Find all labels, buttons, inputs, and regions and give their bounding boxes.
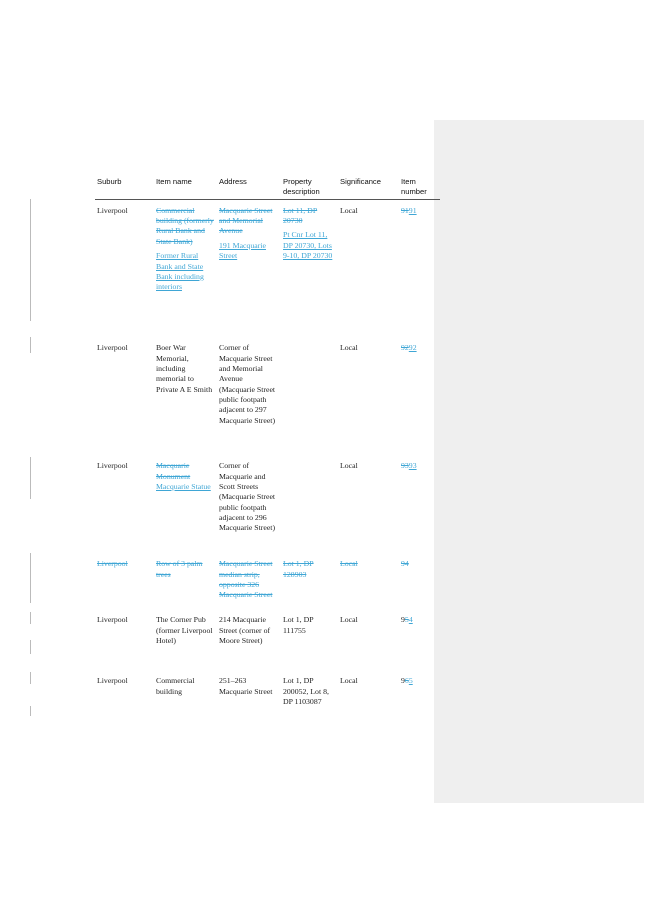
header-significance: Significance [338,176,399,200]
deleted-text: Local [340,559,358,569]
table-row: Liverpool Commercial building 251–263 Ma… [95,670,440,720]
inserted-text: Former Rural Bank and State Bank includi… [156,251,204,292]
header-item-name: Item name [154,176,217,200]
table-row: Liverpool Commercial building (formerly … [95,199,440,337]
change-bar [30,612,31,624]
deleted-text: Row of 3 palm trees [156,559,203,579]
change-bar [30,640,31,654]
inserted-number: 91 [408,205,417,215]
change-bar [30,199,31,321]
cell-item-number: 965 [399,670,440,720]
cell-significance: Local [340,205,358,215]
heritage-items-table: Suburb Item name Address Property descri… [95,176,440,720]
cell-address: Corner of Macquarie Street and Memorial … [219,343,276,425]
cell-significance: Local [340,676,358,686]
cell-property-description: Lot 11, DP 20730 Pt Cnr Lot 11, DP 20730… [281,199,338,337]
inserted-number: 4 [408,615,413,625]
table-row: Liverpool Row of 3 palm trees Macquarie … [95,553,440,609]
deleted-text: Lot 11, DP 20730 [283,205,318,226]
cell-item-number: 9393 [399,455,440,553]
change-bar [30,672,31,684]
cell-item-name: The Corner Pub (former Liverpool Hotel) [156,615,213,645]
header-address: Address [217,176,281,200]
comment-pane [434,120,644,803]
deleted-text: Macquarie Street and Memorial Avenue [219,205,273,236]
deleted-number: 5 [404,615,409,625]
cell-property-description [281,455,338,553]
cell-item-number: 954 [399,609,440,670]
deleted-number: 93 [401,461,409,471]
deleted-number: 91 [401,205,409,215]
cell-item-name: Macquarie Monument Macquarie Statue [154,455,217,553]
cell-property-description: Lot 1, DP 200052, Lot 8, DP 1103087 [283,676,329,706]
number-prefix: 9 [401,676,405,686]
cell-property-description: Lot 1, DP 128903 [281,553,338,609]
cell-address: Macquarie Street and Memorial Avenue 191… [217,199,281,337]
cell-item-number: 9191 [399,199,440,337]
deleted-text: Macquarie Monument [156,461,191,481]
change-bar [30,553,31,603]
cell-property-description: Lot 1, DP 111755 [283,615,314,635]
cell-suburb: Liverpool [97,461,128,471]
change-bar [30,457,31,499]
header-property-description: Property description [281,176,338,200]
inserted-text: Pt Cnr Lot 11, DP 20730, Lots 9-10, DP 2… [283,230,333,261]
header-item-number: Item number [399,176,440,200]
deleted-number: 6 [404,676,409,686]
deleted-number: 94 [401,559,409,569]
table-row: Liverpool Boer War Memorial, including m… [95,337,440,455]
change-bar [30,706,31,716]
change-bar [30,337,31,353]
cell-address: 251–263 Macquarie Street [219,676,273,696]
cell-significance: Local [338,553,399,609]
cell-item-number: 94 [399,553,440,609]
inserted-number: 93 [408,461,417,471]
cell-item-name: Commercial building (formerly Rural Bank… [154,199,217,337]
inserted-text: 191 Macquarie Street [219,240,266,261]
table-row: Liverpool The Corner Pub (former Liverpo… [95,609,440,670]
deleted-text: Lot 1, DP 128903 [283,559,314,579]
cell-significance: Local [340,461,358,471]
inserted-text: Macquarie Statue [156,481,211,491]
table-header-row: Suburb Item name Address Property descri… [95,176,440,200]
cell-property-description [281,337,338,455]
cell-item-number: 9292 [399,337,440,455]
deleted-text: Liverpool [97,559,128,569]
deleted-text: Macquarie Street median strip, opposite … [219,559,273,600]
cell-item-name: Row of 3 palm trees [154,553,217,609]
cell-suburb: Liverpool [97,615,128,625]
deleted-text: Commercial building (formerly Rural Bank… [156,205,214,246]
cell-suburb: Liverpool [97,676,128,686]
table-row: Liverpool Macquarie Monument Macquarie S… [95,455,440,553]
cell-address: 214 Macquarie Street (corner of Moore St… [219,615,271,645]
cell-item-name: Boer War Memorial, including memorial to… [156,343,213,394]
cell-significance: Local [340,343,358,353]
inserted-number: 92 [408,343,417,353]
deleted-number: 92 [401,343,409,353]
number-prefix: 9 [401,615,405,625]
inserted-number: 5 [408,676,413,686]
header-suburb: Suburb [95,176,154,200]
cell-suburb: Liverpool [97,343,128,353]
cell-item-name: Commercial building [156,676,195,696]
cell-suburb: Liverpool [97,205,128,215]
heritage-table-wrapper: Suburb Item name Address Property descri… [95,176,440,720]
cell-address: Corner of Macquarie and Scott Streets (M… [219,461,276,533]
cell-address: Macquarie Street median strip, opposite … [217,553,281,609]
cell-suburb: Liverpool [95,553,154,609]
cell-significance: Local [340,615,358,625]
